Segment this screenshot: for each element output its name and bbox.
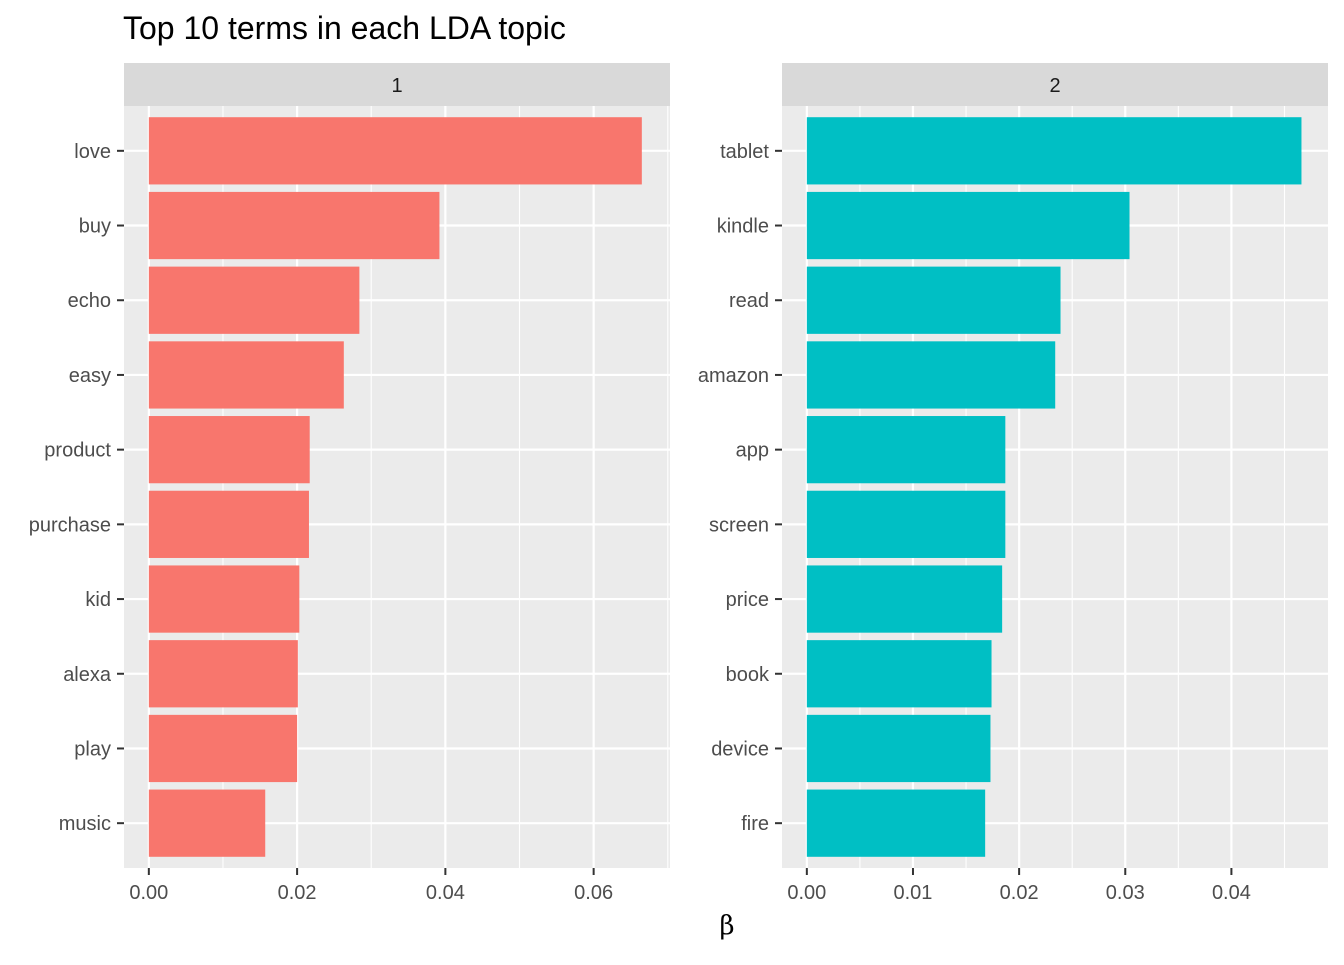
x-tick-label: 0.04 bbox=[426, 882, 465, 904]
y-tick-label: kid bbox=[85, 589, 111, 611]
y-tick-label: device bbox=[711, 738, 769, 760]
bar-tablet bbox=[806, 117, 1302, 185]
bar-buy bbox=[148, 191, 440, 260]
y-tick-label: screen bbox=[709, 514, 769, 536]
x-axis-label: β bbox=[719, 911, 734, 941]
bar-purchase bbox=[148, 490, 309, 558]
bar-screen bbox=[806, 490, 1006, 558]
facet-strip-label: 2 bbox=[1049, 75, 1060, 97]
y-tick-label: read bbox=[729, 290, 769, 312]
x-tick-label: 0.02 bbox=[278, 882, 317, 904]
bar-music bbox=[148, 789, 266, 857]
y-tick-label: purchase bbox=[29, 514, 111, 536]
y-tick-label: book bbox=[726, 664, 770, 686]
facet-panel-2: 2 tablet kindle read amazon app screen price boo… bbox=[698, 63, 1328, 904]
bar-fire bbox=[806, 789, 986, 857]
y-tick-label: app bbox=[736, 440, 769, 462]
bar-app bbox=[806, 416, 1006, 484]
y-tick-label: echo bbox=[68, 290, 111, 312]
bar-read bbox=[806, 266, 1061, 334]
bar-product bbox=[148, 416, 310, 484]
facet-strip-label: 1 bbox=[391, 75, 402, 97]
chart-title: Top 10 terms in each LDA topic bbox=[123, 10, 566, 46]
x-tick-label: 0.00 bbox=[787, 882, 826, 904]
y-tick-label: product bbox=[44, 440, 111, 462]
x-tick-label: 0.03 bbox=[1106, 882, 1145, 904]
bar-echo bbox=[148, 266, 360, 334]
x-tick-label: 0.00 bbox=[129, 882, 168, 904]
y-tick-label: love bbox=[74, 141, 111, 163]
y-tick-label: price bbox=[726, 589, 769, 611]
bar-kid bbox=[148, 565, 300, 633]
x-tick-label: 0.06 bbox=[574, 882, 613, 904]
x-tick-label: 0.02 bbox=[1000, 882, 1039, 904]
y-tick-label: easy bbox=[69, 365, 111, 387]
facet-panel-1: 1 love buy echo easy product purchase kid alexa p… bbox=[29, 63, 670, 904]
y-tick-label: tablet bbox=[720, 141, 769, 163]
facet-panels: 1 love buy echo easy product purchase kid alexa p… bbox=[29, 63, 1328, 904]
bar-kindle bbox=[806, 191, 1130, 260]
x-tick-label: 0.01 bbox=[894, 882, 933, 904]
y-tick-label: play bbox=[74, 738, 111, 760]
bar-device bbox=[806, 714, 991, 783]
y-tick-label: fire bbox=[741, 813, 769, 835]
y-tick-label: amazon bbox=[698, 365, 769, 387]
bar-book bbox=[806, 640, 992, 708]
bar-alexa bbox=[148, 640, 298, 708]
bar-price bbox=[806, 565, 1003, 633]
bar-love bbox=[148, 117, 642, 185]
facet-strip bbox=[124, 63, 670, 106]
y-tick-label: kindle bbox=[717, 216, 769, 238]
y-tick-label: music bbox=[59, 813, 111, 835]
bar-amazon bbox=[806, 341, 1056, 409]
x-tick-label: 0.04 bbox=[1212, 882, 1251, 904]
y-tick-label: alexa bbox=[63, 664, 112, 686]
bar-play bbox=[148, 714, 298, 783]
facet-strip bbox=[782, 63, 1328, 106]
y-tick-label: buy bbox=[79, 216, 111, 238]
bar-easy bbox=[148, 341, 344, 409]
